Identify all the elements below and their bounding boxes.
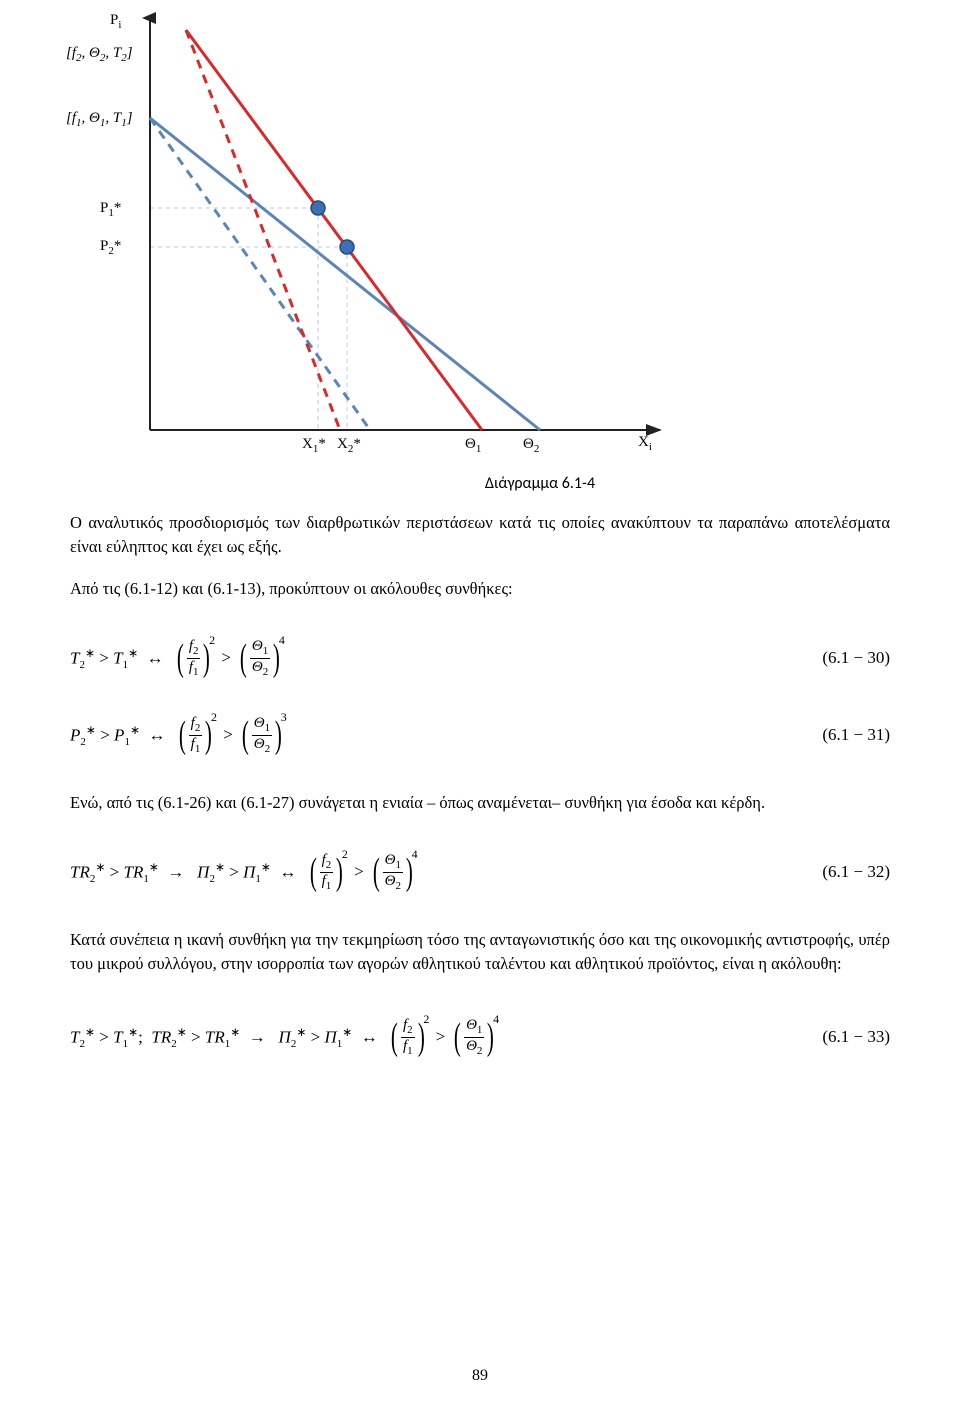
y-bracket-1: [f2, Θ2, T2]	[66, 45, 133, 64]
x-x2: X2*	[337, 436, 361, 455]
x-xi: Xi	[638, 434, 652, 453]
x-th2: Θ2	[523, 436, 539, 455]
eq-num-31: (6.1 − 31)	[822, 725, 890, 745]
diagram-caption: Διάγραμμα 6.1-4	[190, 474, 890, 493]
eq-num-32: (6.1 − 32)	[822, 862, 890, 882]
x-x1: X1*	[302, 436, 326, 455]
paragraph-4: Κατά συνέπεια η ικανή συνθήκη για την τε…	[70, 928, 890, 976]
equation-31: P2∗ > P1∗ ↔ (f2f1) 2 > (Θ1Θ2) 3 (6.1 − 3…	[70, 716, 890, 755]
y-p1: P1*	[100, 200, 121, 219]
y-axis-pi: Pi	[110, 12, 121, 31]
y-p2: P2*	[100, 238, 121, 257]
equation-32: TR2∗ > TR1∗ → Π2∗ > Π1∗ ↔ (f2f1) 2 > (Θ1…	[70, 853, 890, 892]
equation-33: T2∗ > T1∗; TR2∗ > TR1∗ → Π2∗ > Π1∗ ↔ (f2…	[70, 1018, 890, 1057]
equation-30: T2∗ > T1∗ ↔ (f2f1) 2 > (Θ1Θ2) 4 (6.1 − 3…	[70, 639, 890, 678]
economics-diagram: Pi [f2, Θ2, T2] [f1, Θ1, T1] P1* P2*	[60, 10, 680, 470]
paragraph-1: Ο αναλυτικός προσδιορισμός των διαρθρωτι…	[70, 511, 890, 559]
paragraph-3: Ενώ, από τις (6.1-26) και (6.1-27) συνάγ…	[70, 791, 890, 815]
eq-num-30: (6.1 − 30)	[822, 648, 890, 668]
page-number: 89	[0, 1367, 960, 1385]
y-bracket-2: [f1, Θ1, T1]	[66, 110, 133, 129]
diagram-svg	[60, 10, 680, 455]
x-th1: Θ1	[465, 436, 481, 455]
eq-num-33: (6.1 − 33)	[822, 1027, 890, 1047]
paragraph-2: Από τις (6.1-12) και (6.1-13), προκύπτου…	[70, 577, 890, 601]
